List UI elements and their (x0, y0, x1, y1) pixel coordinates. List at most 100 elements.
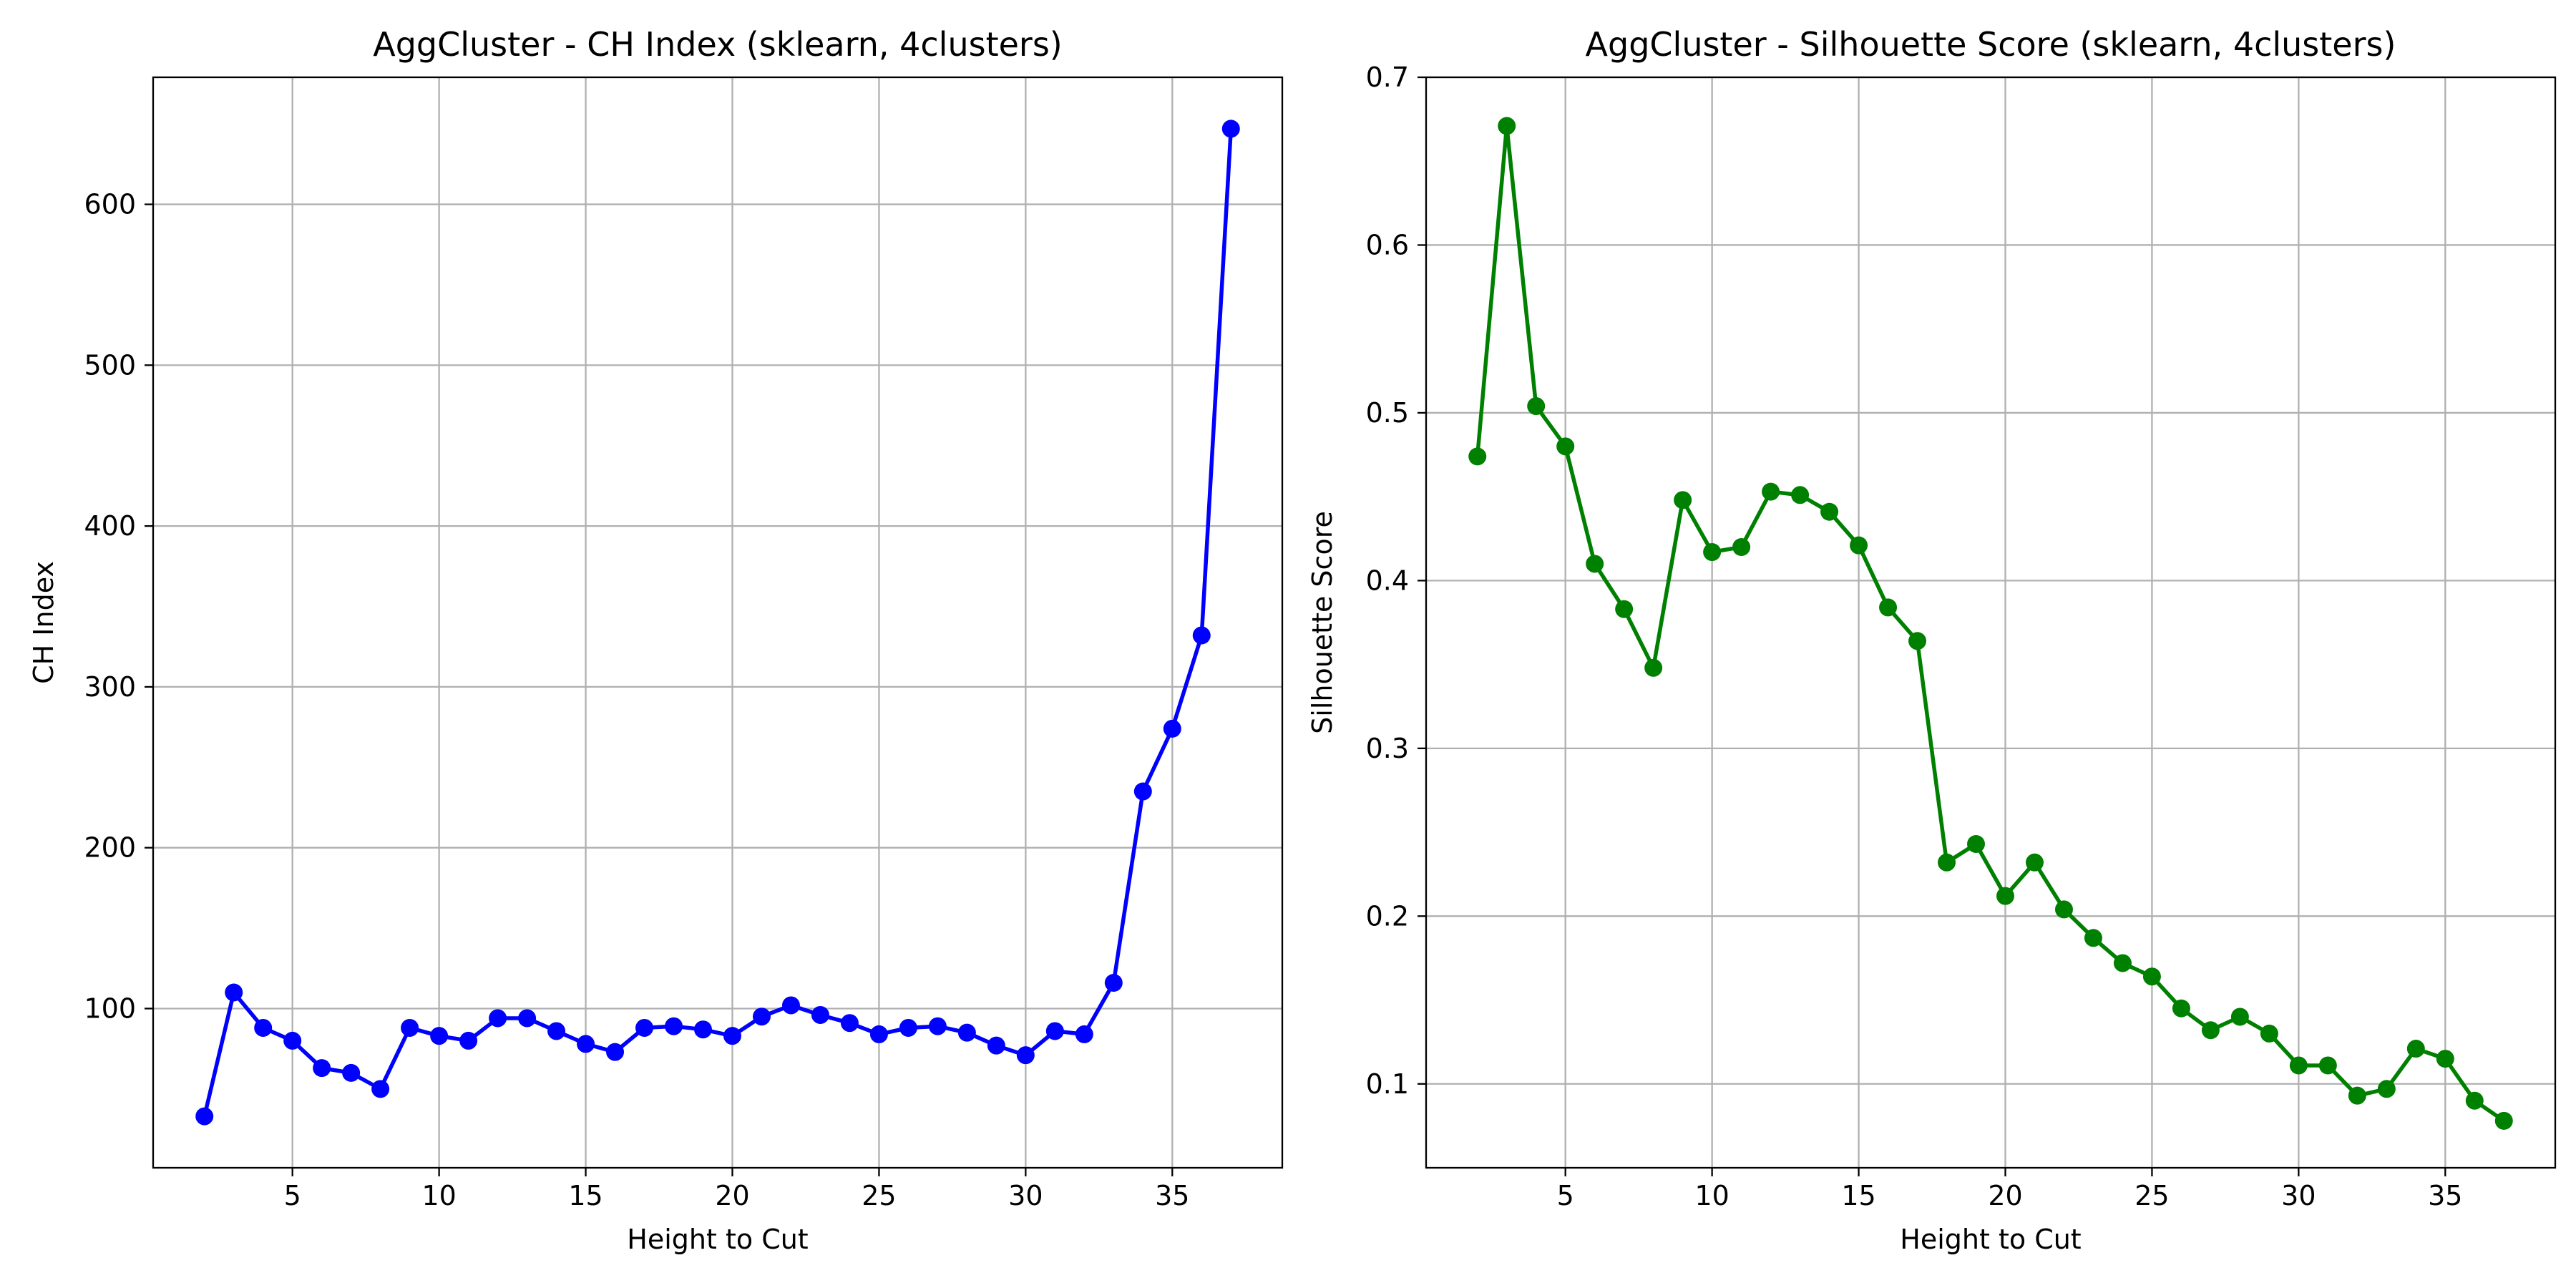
ch-index-y-tick-label: 300 (84, 671, 136, 703)
ch-index-data-point (987, 1036, 1005, 1055)
silhouette-y-tick-label: 0.2 (1366, 900, 1409, 932)
silhouette-data-point (1908, 632, 1927, 650)
silhouette-grid (1426, 76, 2555, 1168)
ch-index-axes-frame (152, 76, 1284, 1169)
silhouette-data-point (1967, 834, 1986, 853)
ch-index-y-tick-label: 600 (84, 189, 136, 220)
ch-index-data-point (518, 1009, 537, 1028)
silhouette-data-point (1938, 853, 1956, 872)
silhouette-data-point (1527, 397, 1546, 416)
silhouette-data-point (2201, 1021, 2220, 1040)
ch-index-y-tick-label: 400 (84, 510, 136, 542)
ch-index-data-point (694, 1020, 713, 1039)
ch-index-ticks: 5 10 15 20 25 30 35 100 200 300 400 500 600 (84, 189, 1189, 1211)
ch-index-data-point (254, 1018, 273, 1037)
silhouette-data-point (2172, 999, 2190, 1018)
silhouette-data-point (1615, 600, 1634, 618)
silhouette-data-point (2289, 1056, 2308, 1075)
silhouette-data-point (2142, 967, 2161, 986)
ch-index-data-point (1016, 1046, 1035, 1065)
silhouette-data-point (1644, 658, 1663, 677)
silhouette-y-tick-label: 0.1 (1366, 1068, 1409, 1100)
silhouette-x-tick-label: 25 (2135, 1180, 2169, 1211)
ch-index-data-point (1163, 719, 1181, 738)
silhouette-x-tick-label: 20 (1988, 1180, 2022, 1211)
silhouette-data-point (1996, 887, 2014, 905)
silhouette-x-tick-label: 5 (1557, 1180, 1574, 1211)
ch-index-x-tick-label: 20 (715, 1180, 749, 1211)
ch-index-title: AggCluster - CH Index (sklearn, 4cluster… (373, 25, 1063, 64)
silhouette-x-tick-label: 10 (1694, 1180, 1729, 1211)
silhouette-data-point (1791, 486, 1810, 504)
ch-index-data-point (869, 1025, 888, 1043)
ch-index-x-axis-label: Height to Cut (627, 1224, 808, 1255)
ch-index-line (203, 128, 1234, 1117)
ch-index-x-tick-label: 35 (1155, 1180, 1189, 1211)
silhouette-data-point (1850, 536, 1868, 555)
ch-index-data-point (1075, 1025, 1093, 1043)
ch-index-x-tick-label: 15 (568, 1180, 602, 1211)
ch-index-y-tick-label: 200 (84, 832, 136, 864)
silhouette-y-tick-label: 0.7 (1366, 62, 1409, 93)
ch-index-data-point (811, 1005, 829, 1024)
silhouette-data-point (2054, 900, 2073, 919)
ch-index-chart: 5 10 15 20 25 30 35 100 200 300 400 500 600 AggClust… (28, 25, 1284, 1255)
ch-index-data-point (781, 996, 800, 1015)
silhouette-y-tick-label: 0.3 (1366, 733, 1409, 764)
ch-index-data-point (371, 1080, 390, 1098)
ch-index-data-point (1192, 626, 1211, 645)
silhouette-data-point (2436, 1050, 2454, 1068)
silhouette-data-point (1674, 491, 1692, 509)
silhouette-data-point (1468, 447, 1487, 466)
silhouette-x-tick-label: 30 (2281, 1180, 2316, 1211)
ch-index-data-point (283, 1031, 302, 1050)
silhouette-data-point (2025, 853, 2044, 872)
ch-index-data-point (1104, 974, 1123, 992)
silhouette-data-point (1498, 117, 1516, 135)
silhouette-data-point (2465, 1091, 2484, 1110)
silhouette-data-point (2084, 929, 2102, 947)
silhouette-score-chart: 5 10 15 20 25 30 35 0.1 0.2 0.3 0.4 0.5 0.6 0.7 AggCl… (1307, 25, 2557, 1255)
silhouette-data-point (1762, 482, 1780, 501)
ch-index-data-point (957, 1023, 976, 1042)
ch-index-x-tick-label: 25 (862, 1180, 896, 1211)
ch-index-data-point (225, 983, 243, 1002)
silhouette-data-point (1820, 502, 1839, 521)
silhouette-data-point (2494, 1111, 2513, 1130)
ch-index-data-point (1133, 782, 1152, 801)
ch-index-data-point (723, 1027, 741, 1045)
ch-index-data-point (752, 1008, 771, 1026)
silhouette-data-point (1556, 437, 1575, 456)
silhouette-data-point (1586, 555, 1604, 573)
ch-index-y-tick-label: 500 (84, 349, 136, 381)
ch-index-x-tick-label: 5 (284, 1180, 301, 1211)
silhouette-title: AggCluster - Silhouette Score (sklearn, … (1586, 25, 2396, 64)
silhouette-data-point (1879, 598, 1898, 617)
ch-index-data-point (489, 1009, 507, 1028)
silhouette-data-point (1703, 543, 1722, 562)
silhouette-data-point (2260, 1024, 2278, 1043)
silhouette-data-point (2348, 1086, 2366, 1105)
silhouette-data-point (2113, 954, 2132, 972)
ch-index-data-point (577, 1035, 595, 1053)
silhouette-y-tick-label: 0.4 (1366, 565, 1409, 596)
ch-index-y-axis-label: CH Index (28, 561, 59, 684)
ch-index-data-point (928, 1017, 947, 1035)
ch-index-data-point (195, 1107, 214, 1126)
silhouette-x-axis-label: Height to Cut (1900, 1224, 2081, 1255)
silhouette-y-tick-label: 0.6 (1366, 229, 1409, 260)
silhouette-data-point (2406, 1040, 2425, 1058)
silhouette-ticks: 5 10 15 20 25 30 35 0.1 0.2 0.3 0.4 0.5 0.6 0.7 (1366, 62, 2463, 1211)
silhouette-axes-frame (1425, 76, 2557, 1169)
ch-index-series (195, 119, 1240, 1126)
ch-index-data-point (430, 1027, 449, 1045)
ch-index-data-point (635, 1018, 654, 1037)
silhouette-x-tick-label: 15 (1841, 1180, 1875, 1211)
ch-index-y-tick-label: 100 (84, 992, 136, 1024)
ch-index-data-point (342, 1063, 361, 1082)
ch-index-data-point (840, 1014, 859, 1033)
ch-index-data-point (547, 1022, 566, 1040)
ch-index-data-point (401, 1018, 419, 1037)
silhouette-series (1468, 117, 2513, 1130)
